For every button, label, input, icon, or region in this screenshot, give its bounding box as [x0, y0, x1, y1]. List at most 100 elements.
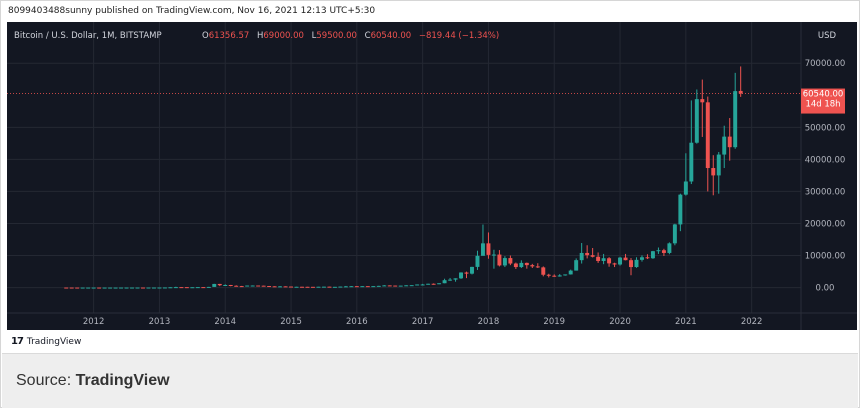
candle-body: [530, 265, 535, 267]
candle-body: [656, 250, 661, 252]
candle-body: [245, 285, 250, 287]
legend-high-label: H: [257, 31, 263, 41]
candle-body: [716, 154, 721, 176]
candle-body: [738, 90, 743, 94]
candle-body: [239, 286, 244, 288]
candle-body: [343, 286, 348, 288]
candle-body: [234, 285, 239, 287]
candle-body: [711, 168, 716, 176]
source-prefix: Source:: [16, 372, 76, 389]
legend-ohlc: O61356.57 H69000.00 L59500.00 C60540.00 …: [202, 31, 499, 41]
candle-body: [552, 275, 557, 277]
x-tick-label: 2012: [83, 317, 105, 327]
candle-body: [146, 287, 151, 289]
candle-body: [261, 285, 266, 287]
candle-body: [486, 243, 491, 255]
candle-body: [327, 286, 332, 288]
candle-body: [113, 287, 118, 289]
candle-body: [141, 287, 145, 289]
candle-body: [491, 254, 496, 256]
y-tick-label: 0.00: [816, 284, 835, 294]
candle-body: [371, 286, 376, 288]
candle-body: [130, 287, 134, 289]
candle-body: [151, 287, 156, 289]
candle-body: [162, 287, 167, 289]
grid-layer: [7, 22, 801, 313]
y-tick-label: 10000.00: [805, 252, 846, 262]
candle-body: [272, 286, 277, 288]
candle-body: [513, 263, 518, 268]
candle-body: [480, 243, 485, 256]
candle-body: [250, 285, 255, 287]
candle-body: [519, 262, 524, 268]
candle-body: [365, 286, 370, 288]
publisher-line: 8099403488sunny published on TradingView…: [8, 6, 376, 16]
y-tick-label: 70000.00: [805, 59, 846, 69]
y-tick-label: 50000.00: [805, 123, 846, 133]
candle-body: [321, 286, 326, 288]
x-tick-label: 2016: [346, 317, 368, 327]
candle-body: [382, 285, 387, 287]
candle-body: [541, 267, 546, 275]
candle-body: [86, 287, 91, 289]
candle-body: [607, 258, 612, 264]
x-tick-label: 2013: [149, 317, 171, 327]
source-caption: Source: TradingView: [2, 353, 858, 408]
candle-body: [398, 285, 403, 287]
candle-body: [102, 287, 107, 289]
legend-change: −819.44 (−1.34%): [419, 31, 499, 41]
candle-body: [190, 287, 195, 289]
candle-body: [311, 286, 315, 288]
candle-body: [694, 99, 699, 143]
candle-body: [502, 258, 507, 266]
candle-body: [672, 224, 677, 244]
candle-body: [705, 102, 710, 169]
candle-body: [497, 254, 502, 266]
candle-body: [623, 257, 628, 261]
candle-body: [640, 257, 644, 260]
candle-body: [683, 181, 688, 195]
y-tick-label: 30000.00: [805, 187, 846, 197]
candle-body: [612, 263, 617, 265]
candle-body: [574, 260, 579, 271]
y-tick-label: 20000.00: [805, 219, 846, 229]
legend-symbol: Bitcoin / U.S. Dollar, 1M, BITSTAMP: [14, 31, 162, 41]
candle-body: [135, 287, 140, 289]
candle-body: [563, 274, 568, 276]
candle-body: [689, 142, 694, 182]
candle-body: [508, 258, 513, 264]
x-tick-label: 2020: [609, 317, 631, 327]
candle-body: [173, 287, 178, 289]
candle-body: [316, 286, 321, 288]
candle-body: [283, 286, 288, 288]
tradingview-logo[interactable]: 17 TradingView: [11, 336, 81, 347]
legend-open-label: O: [202, 31, 209, 41]
legend-close-label: C: [365, 31, 371, 41]
candle-body: [387, 285, 392, 287]
chart-footer: 17 TradingView: [7, 330, 857, 352]
candle-body: [64, 287, 69, 289]
candle-body: [453, 278, 458, 280]
price-chart[interactable]: 0.00 10000.00 20000.00 30000.00 40000.00 5000…: [7, 22, 857, 330]
candle-body: [195, 287, 200, 289]
candle-body: [108, 287, 113, 289]
candle-body: [278, 286, 283, 288]
last-price-tag: 60540.00 14d 18h: [801, 88, 845, 114]
candle-body: [376, 285, 381, 287]
legend-open-value: 61356.57: [209, 31, 250, 41]
candle-body: [727, 136, 732, 148]
candle-body: [634, 259, 639, 268]
x-tick-label: 2017: [412, 317, 434, 327]
candle-body: [179, 287, 184, 289]
candle-body: [629, 260, 633, 268]
candle-body: [157, 287, 162, 289]
candle-body: [722, 136, 727, 155]
candle-body: [415, 284, 420, 286]
last-price-value: 60540.00: [803, 90, 844, 100]
candle-body: [535, 266, 540, 268]
candle-body: [524, 262, 529, 266]
tradingview-mark-icon: 17: [11, 336, 24, 347]
candle-body: [409, 285, 414, 287]
candle-body: [568, 270, 573, 275]
